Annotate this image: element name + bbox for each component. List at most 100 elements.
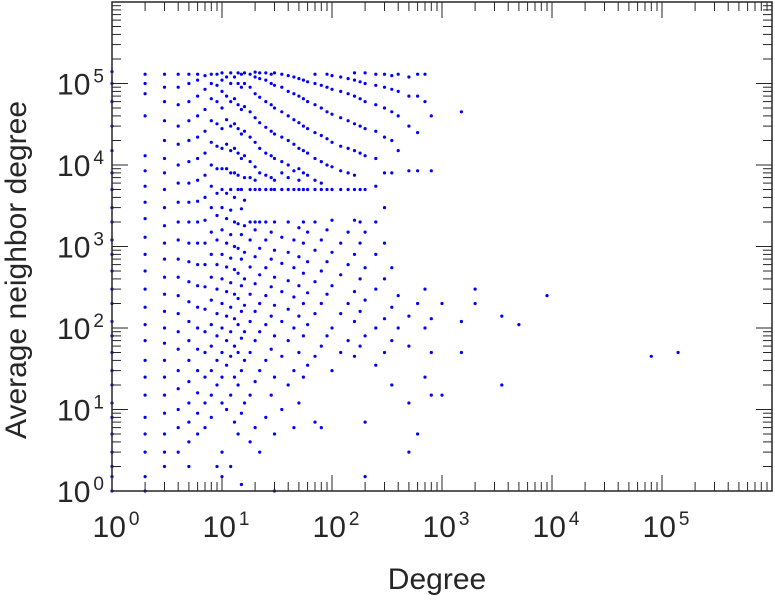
data-point <box>280 160 284 164</box>
data-point <box>229 305 233 309</box>
data-point <box>319 106 323 110</box>
data-point <box>209 252 213 256</box>
data-point <box>264 358 268 362</box>
data-point <box>382 206 387 210</box>
data-point <box>264 323 268 327</box>
data-point <box>325 334 329 338</box>
data-point <box>242 250 247 254</box>
data-point <box>280 319 284 324</box>
data-point <box>242 330 247 334</box>
data-point <box>220 106 224 110</box>
data-point <box>187 81 191 86</box>
data-point <box>301 220 305 224</box>
data-point <box>162 464 167 469</box>
data-point <box>346 263 350 267</box>
data-point <box>258 171 262 175</box>
data-point <box>229 256 233 260</box>
data-point <box>187 200 191 204</box>
data-point <box>143 450 147 454</box>
data-point <box>301 271 305 275</box>
data-point <box>225 339 229 343</box>
data-point <box>358 344 362 348</box>
data-point <box>306 323 310 327</box>
data-point <box>297 314 301 318</box>
data-point <box>203 218 207 222</box>
data-point <box>236 127 240 131</box>
data-point <box>286 339 290 343</box>
data-point <box>264 78 268 82</box>
data-point <box>258 220 262 224</box>
data-point <box>280 187 284 192</box>
data-point <box>239 85 243 89</box>
data-point <box>143 72 147 76</box>
data-point <box>253 187 257 192</box>
data-point <box>330 187 334 192</box>
data-point <box>225 118 229 122</box>
data-point <box>325 228 329 232</box>
data-point <box>292 142 296 146</box>
data-point <box>143 305 147 309</box>
data-point <box>272 156 277 161</box>
data-point <box>248 220 252 224</box>
data-point <box>143 375 147 379</box>
data-point <box>187 464 191 469</box>
data-point <box>203 350 207 355</box>
data-point <box>229 81 233 86</box>
data-point <box>258 77 262 81</box>
data-point <box>301 97 305 101</box>
data-point <box>297 178 301 182</box>
data-point <box>390 383 394 387</box>
data-point <box>429 317 433 321</box>
data-point <box>363 127 367 131</box>
data-point <box>215 213 219 218</box>
data-point <box>203 330 207 334</box>
data-point <box>363 81 367 86</box>
data-point <box>232 420 237 424</box>
data-point <box>242 277 247 281</box>
data-point <box>215 383 219 387</box>
data-point <box>390 74 394 78</box>
data-point <box>272 432 277 436</box>
data-point <box>220 375 224 379</box>
data-point <box>232 122 237 126</box>
data-point <box>264 238 268 242</box>
data-point <box>352 290 357 294</box>
data-point <box>239 233 243 237</box>
data-point <box>407 344 411 348</box>
data-point <box>352 71 357 75</box>
data-point <box>280 135 284 139</box>
data-point <box>187 358 191 362</box>
data-point <box>229 233 233 237</box>
data-point <box>242 81 247 86</box>
data-point <box>215 334 219 338</box>
data-point <box>286 163 290 167</box>
data-point <box>272 132 277 136</box>
data-point <box>253 228 257 232</box>
data-point <box>203 173 207 177</box>
data-point <box>286 138 290 143</box>
data-point <box>248 292 252 296</box>
data-point <box>416 169 420 173</box>
data-point <box>325 137 329 141</box>
data-point <box>203 241 207 245</box>
data-point <box>242 224 247 228</box>
data-point <box>363 71 367 75</box>
data-point <box>325 163 329 167</box>
data-point <box>162 100 167 104</box>
data-point <box>176 238 180 242</box>
data-point <box>292 369 296 373</box>
data-point <box>286 187 290 192</box>
data-point <box>209 344 213 348</box>
y-tick-label: 10 2 <box>57 311 104 346</box>
data-point <box>209 119 213 123</box>
data-point <box>374 156 378 161</box>
data-point <box>319 133 323 138</box>
data-point <box>242 154 247 158</box>
data-point <box>143 92 147 96</box>
data-point <box>313 220 317 224</box>
data-point <box>286 307 290 311</box>
data-point <box>301 171 305 175</box>
data-point <box>319 238 323 242</box>
data-point <box>232 195 237 199</box>
data-point <box>330 165 334 169</box>
